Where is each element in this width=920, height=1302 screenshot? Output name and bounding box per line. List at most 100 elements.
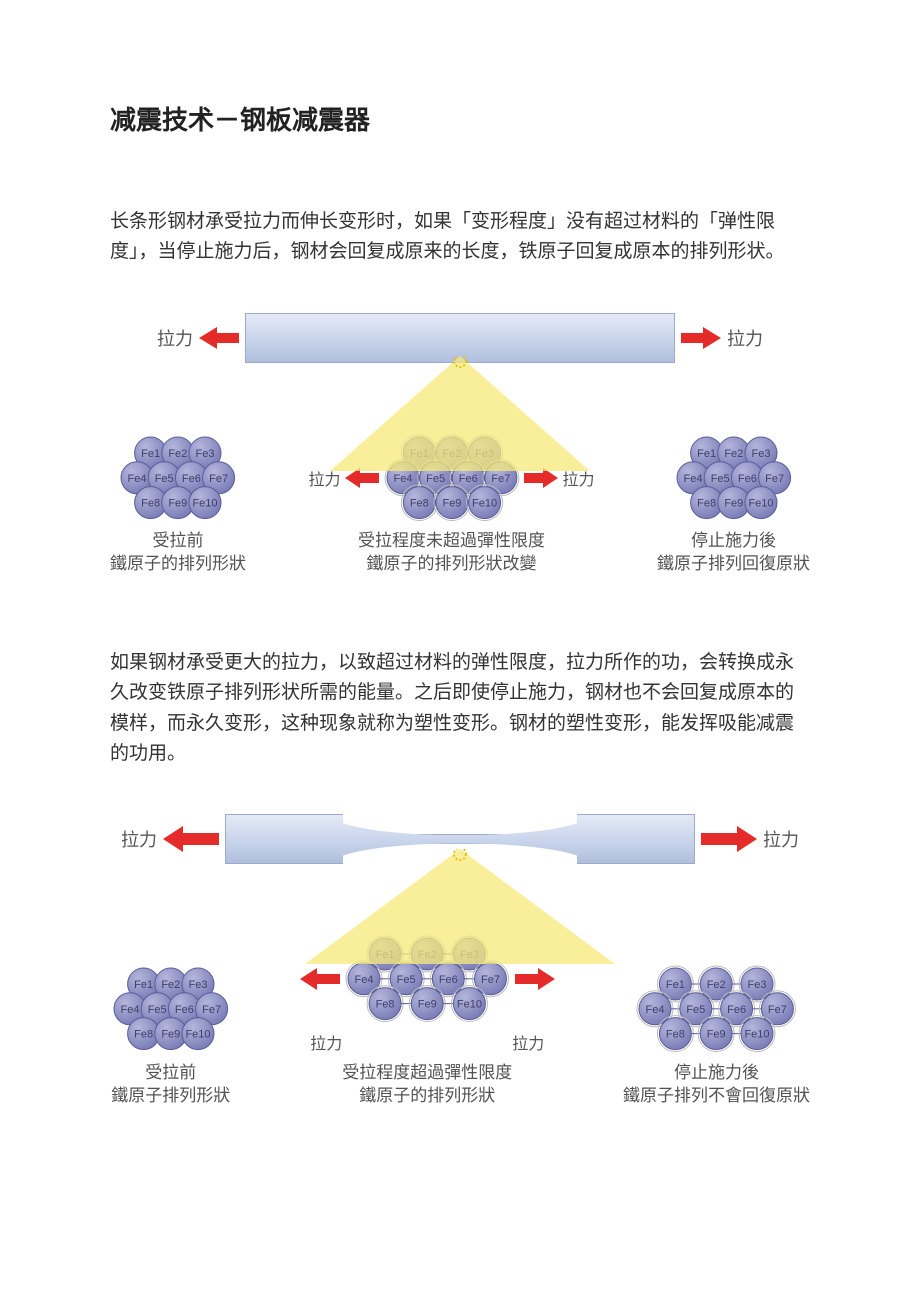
force-label-left: 拉力 bbox=[157, 325, 193, 351]
svg-text:Fe6: Fe6 bbox=[738, 473, 757, 485]
atom-cluster: Fe1 Fe2 Fe3 Fe4 Fe5 Fe6 Fe7 Fe8 Fe9 Fe10 bbox=[383, 433, 521, 523]
bar-row: 拉力 拉力 bbox=[110, 298, 810, 378]
svg-text:Fe3: Fe3 bbox=[196, 448, 215, 460]
diagram-elastic: 拉力 拉力 Fe1 Fe2 Fe3 Fe4 Fe5 Fe6 Fe7 Fe8 Fe9 Fe10 受拉… bbox=[110, 298, 810, 598]
svg-text:Fe4: Fe4 bbox=[646, 1004, 665, 1016]
svg-text:Fe10: Fe10 bbox=[472, 497, 497, 509]
svg-text:Fe7: Fe7 bbox=[765, 473, 784, 485]
svg-text:Fe5: Fe5 bbox=[426, 473, 445, 485]
atom-cluster: Fe1 Fe2 Fe3 Fe4 Fe5 Fe6 Fe7 Fe8 Fe9 Fe10 bbox=[110, 964, 232, 1054]
svg-text:Fe9: Fe9 bbox=[707, 1029, 726, 1041]
cluster-right: Fe1Fe2Fe3Fe4Fe5Fe6Fe7Fe8Fe9Fe10 停止施力後鐵原子… bbox=[623, 964, 810, 1107]
cluster-left: Fe1 Fe2 Fe3 Fe4 Fe5 Fe6 Fe7 Fe8 Fe9 Fe10 受拉前鐵原子的排… bbox=[110, 433, 246, 576]
atom-cluster: Fe1 Fe2 Fe3 Fe4 Fe5 Fe6 Fe7 Fe8 Fe9 Fe10 bbox=[344, 934, 510, 1024]
svg-text:Fe10: Fe10 bbox=[457, 999, 482, 1011]
svg-text:Fe3: Fe3 bbox=[751, 448, 770, 460]
svg-text:Fe6: Fe6 bbox=[439, 974, 458, 986]
arrow-right-icon bbox=[701, 825, 757, 853]
diagram-plastic: 拉力 拉力 Fe1Fe2Fe3Fe4Fe5Fe6Fe7Fe8Fe9Fe10 受拉… bbox=[110, 799, 810, 1099]
caption-right: 停止施力後鐵原子排列回復原狀 bbox=[657, 530, 810, 576]
mid-wrap: 拉力 Fe1Fe2Fe3Fe4Fe5Fe6Fe7Fe8Fe9Fe10 拉力 bbox=[309, 433, 595, 523]
svg-text:Fe3: Fe3 bbox=[475, 448, 494, 460]
force-label-mid-right: 拉力 bbox=[512, 1030, 544, 1054]
svg-text:Fe8: Fe8 bbox=[134, 1029, 153, 1041]
force-label-mid-left: 拉力 bbox=[310, 1030, 342, 1054]
svg-text:Fe4: Fe4 bbox=[683, 473, 702, 485]
svg-text:Fe6: Fe6 bbox=[175, 1004, 194, 1016]
svg-text:Fe5: Fe5 bbox=[397, 974, 416, 986]
force-label-mid-left: 拉力 bbox=[309, 466, 341, 490]
arrow-left-icon bbox=[199, 325, 239, 351]
force-label-right: 拉力 bbox=[763, 826, 799, 852]
cluster-right: Fe1Fe2Fe3Fe4Fe5Fe6Fe7Fe8Fe9Fe10 停止施力後鐵原子… bbox=[657, 433, 810, 576]
cluster-left: Fe1 Fe2 Fe3 Fe4 Fe5 Fe6 Fe7 Fe8 Fe9 Fe10 受拉前鐵原子排列… bbox=[110, 964, 232, 1107]
svg-text:Fe7: Fe7 bbox=[768, 1004, 787, 1016]
svg-text:Fe7: Fe7 bbox=[209, 473, 228, 485]
atom-cluster: Fe1Fe2Fe3Fe4Fe5Fe6Fe7Fe8Fe9Fe10 bbox=[635, 964, 797, 1054]
svg-text:Fe3: Fe3 bbox=[460, 949, 479, 961]
svg-text:Fe4: Fe4 bbox=[128, 473, 147, 485]
svg-text:Fe9: Fe9 bbox=[161, 1029, 180, 1041]
svg-text:Fe5: Fe5 bbox=[148, 1004, 167, 1016]
caption-mid: 受拉程度未超過彈性限度鐵原子的排列形狀改變 bbox=[358, 530, 545, 576]
svg-text:Fe2: Fe2 bbox=[418, 949, 437, 961]
svg-text:Fe2: Fe2 bbox=[169, 448, 188, 460]
svg-text:Fe2: Fe2 bbox=[724, 448, 743, 460]
paragraph-2: 如果钢材承受更大的拉力，以致超过材料的弹性限度，拉力所作的功，会转换成永久改变铁… bbox=[110, 648, 810, 770]
svg-text:Fe9: Fe9 bbox=[418, 999, 437, 1011]
svg-text:Fe4: Fe4 bbox=[393, 473, 412, 485]
svg-text:Fe4: Fe4 bbox=[121, 1004, 140, 1016]
svg-text:Fe2: Fe2 bbox=[161, 979, 180, 991]
svg-text:Fe10: Fe10 bbox=[193, 497, 218, 509]
svg-text:Fe6: Fe6 bbox=[182, 473, 201, 485]
svg-text:Fe8: Fe8 bbox=[141, 497, 160, 509]
svg-text:Fe1: Fe1 bbox=[141, 448, 160, 460]
svg-text:Fe1: Fe1 bbox=[409, 448, 428, 460]
svg-text:Fe9: Fe9 bbox=[724, 497, 743, 509]
svg-text:Fe9: Fe9 bbox=[169, 497, 188, 509]
svg-text:Fe4: Fe4 bbox=[355, 974, 374, 986]
force-label-left: 拉力 bbox=[121, 826, 157, 852]
svg-text:Fe7: Fe7 bbox=[491, 473, 510, 485]
svg-text:Fe1: Fe1 bbox=[134, 979, 153, 991]
arrow-right-icon bbox=[524, 467, 558, 489]
svg-text:Fe10: Fe10 bbox=[745, 1029, 770, 1041]
cluster-mid: Fe1Fe2Fe3Fe4Fe5Fe6Fe7Fe8Fe9Fe10 拉力 拉力 受拉… bbox=[300, 934, 554, 1107]
svg-text:Fe1: Fe1 bbox=[666, 979, 685, 991]
svg-text:Fe2: Fe2 bbox=[442, 448, 461, 460]
arrow-right-icon bbox=[515, 967, 555, 991]
atom-cluster: Fe1 Fe2 Fe3 Fe4 Fe5 Fe6 Fe7 Fe8 Fe9 Fe10 bbox=[117, 433, 239, 523]
svg-text:Fe8: Fe8 bbox=[376, 999, 395, 1011]
svg-text:Fe5: Fe5 bbox=[155, 473, 174, 485]
cluster-row: Fe1 Fe2 Fe3 Fe4 Fe5 Fe6 Fe7 Fe8 Fe9 Fe10 受拉前鐵原子的排… bbox=[110, 433, 810, 576]
arrow-left-icon bbox=[300, 967, 340, 991]
cluster-mid: 拉力 Fe1Fe2Fe3Fe4Fe5Fe6Fe7Fe8Fe9Fe10 拉力 受拉… bbox=[309, 433, 595, 576]
mid-wrap: Fe1 Fe2 Fe3 Fe4 Fe5 Fe6 Fe7 Fe8 Fe9 Fe10 bbox=[300, 934, 554, 1024]
steel-bar bbox=[245, 313, 675, 363]
page-title: 减震技术－钢板减震器 bbox=[110, 100, 810, 137]
caption-left: 受拉前鐵原子排列形狀 bbox=[111, 1062, 230, 1108]
svg-text:Fe7: Fe7 bbox=[481, 974, 500, 986]
atom-cluster: Fe1Fe2Fe3Fe4Fe5Fe6Fe7Fe8Fe9Fe10 bbox=[673, 433, 795, 523]
svg-text:Fe1: Fe1 bbox=[376, 949, 395, 961]
svg-text:Fe3: Fe3 bbox=[189, 979, 208, 991]
svg-text:Fe8: Fe8 bbox=[697, 497, 716, 509]
caption-right: 停止施力後鐵原子排列不會回復原狀 bbox=[623, 1062, 810, 1108]
arrow-right-icon bbox=[681, 325, 721, 351]
bar-row: 拉力 拉力 bbox=[110, 799, 810, 879]
svg-text:Fe7: Fe7 bbox=[202, 1004, 221, 1016]
svg-text:Fe10: Fe10 bbox=[185, 1029, 210, 1041]
svg-text:Fe6: Fe6 bbox=[727, 1004, 746, 1016]
svg-text:Fe8: Fe8 bbox=[409, 497, 428, 509]
caption-left: 受拉前鐵原子的排列形狀 bbox=[110, 530, 246, 576]
svg-text:Fe3: Fe3 bbox=[748, 979, 767, 991]
arrow-left-icon bbox=[345, 467, 379, 489]
svg-text:Fe8: Fe8 bbox=[666, 1029, 685, 1041]
svg-text:Fe9: Fe9 bbox=[442, 497, 461, 509]
svg-text:Fe1: Fe1 bbox=[697, 448, 716, 460]
cluster-row: Fe1 Fe2 Fe3 Fe4 Fe5 Fe6 Fe7 Fe8 Fe9 Fe10 受拉前鐵原子排列… bbox=[110, 934, 810, 1107]
svg-text:Fe5: Fe5 bbox=[710, 473, 729, 485]
force-label-right: 拉力 bbox=[727, 325, 763, 351]
svg-text:Fe6: Fe6 bbox=[458, 473, 477, 485]
arrow-left-icon bbox=[163, 825, 219, 853]
